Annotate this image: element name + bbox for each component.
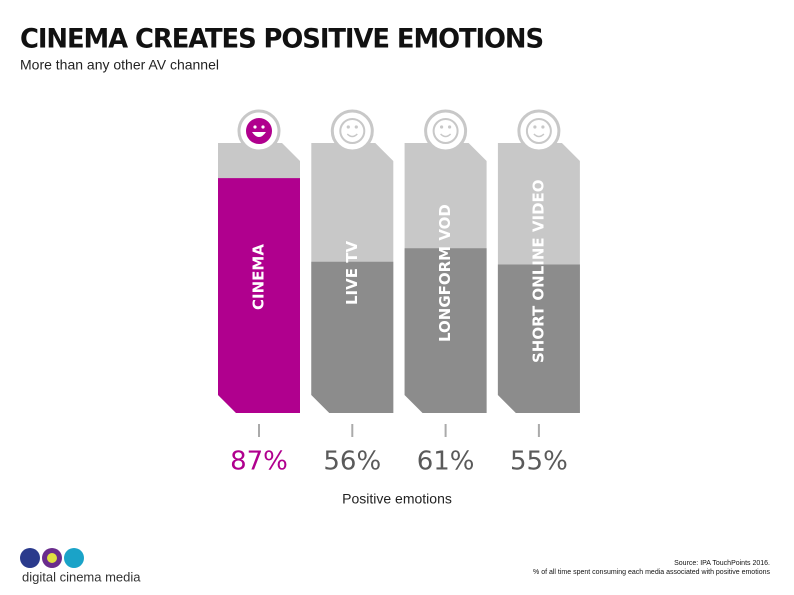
category-label: SHORT ONLINE VIDEO [529,179,547,363]
value-label: 61% [417,447,475,477]
logo-text: digital cinema media [22,569,141,584]
category-label: CINEMA [250,244,268,310]
chart-title: CINEMA CREATES POSITIVE EMOTIONS [20,24,543,55]
value-label: 87% [230,447,288,477]
icon-eye [346,125,350,129]
bar [497,264,580,413]
bar [311,261,394,413]
icon-ring [330,109,374,153]
bar [404,248,487,413]
icon-eye [533,125,537,129]
source-line: % of all time spent consuming each media… [533,569,770,576]
x-axis-label: Positive emotions [342,491,452,507]
value-label: 56% [323,447,381,477]
icon-face [339,118,366,144]
logo-mark [20,548,84,568]
icon-face [432,118,459,144]
icon-eye [440,125,444,129]
icon-mouth [533,133,545,138]
icon-eye [253,125,257,129]
icon-mouth [440,133,452,138]
icon-mouth [346,133,358,138]
icon-face [246,118,272,144]
icon-eye [448,125,452,129]
icon-mouth [252,132,266,137]
icon-ring [424,109,468,153]
icon-ring [517,109,561,153]
category-label: LONGFORM VOD [436,204,454,342]
icon-face [525,118,552,144]
source-line: Source: IPA TouchPoints 2016. [674,560,770,567]
icon-eye [354,125,358,129]
value-label: 55% [510,447,568,477]
icon-eye [261,125,265,129]
category-label: LIVE TV [343,241,361,305]
bar [218,178,300,413]
chart-subtitle: More than any other AV channel [20,57,219,73]
icon-eye [541,125,545,129]
